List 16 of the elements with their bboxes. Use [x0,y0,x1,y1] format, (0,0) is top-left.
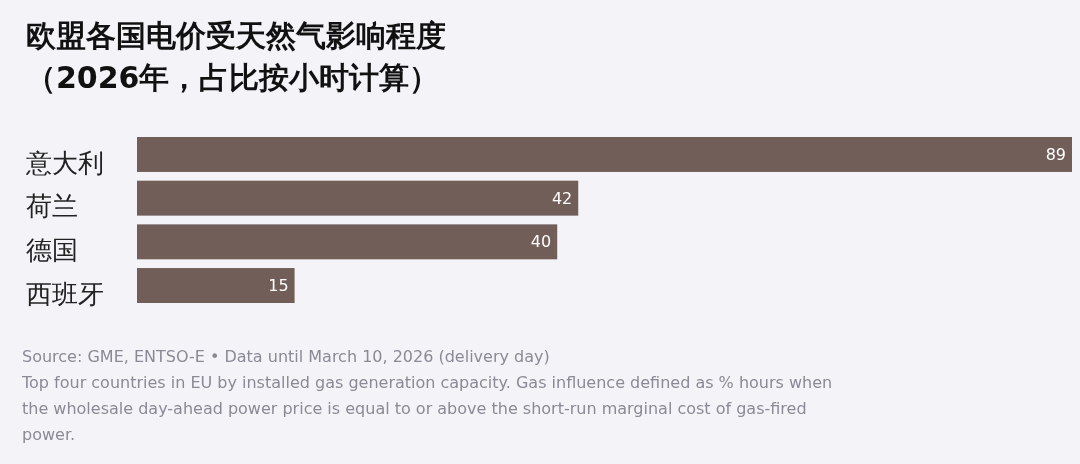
bar [137,224,558,260]
bar [137,268,295,303]
y-tick-label: 德国 [26,234,78,265]
data-label: 42 [551,188,573,208]
bar [137,180,579,216]
data-label: 15 [268,276,289,296]
chart-title: 欧盟各国电价受天然气影响程度 [26,18,446,53]
y-tick-label: 意大利 [25,147,104,178]
y-tick-label: 荷兰 [26,191,78,222]
y-tick-label: 西班牙 [26,278,104,309]
text: Top four countries in EU by installed gas generation capacity. Gas influence defined as % hours when the wholesale day-ahead power price is equal to or above the short-run marginal cost of gas-fired power. [21,373,833,444]
chart-subtitle: （2026年，占比按小时计算） [26,60,440,95]
bar [137,137,1072,172]
source-note: Source: GME, ENTSO-E • Data until March 10, 2026 (delivery day) [22,347,550,366]
data-label: 89 [1045,145,1066,165]
data-label: 40 [530,232,552,252]
